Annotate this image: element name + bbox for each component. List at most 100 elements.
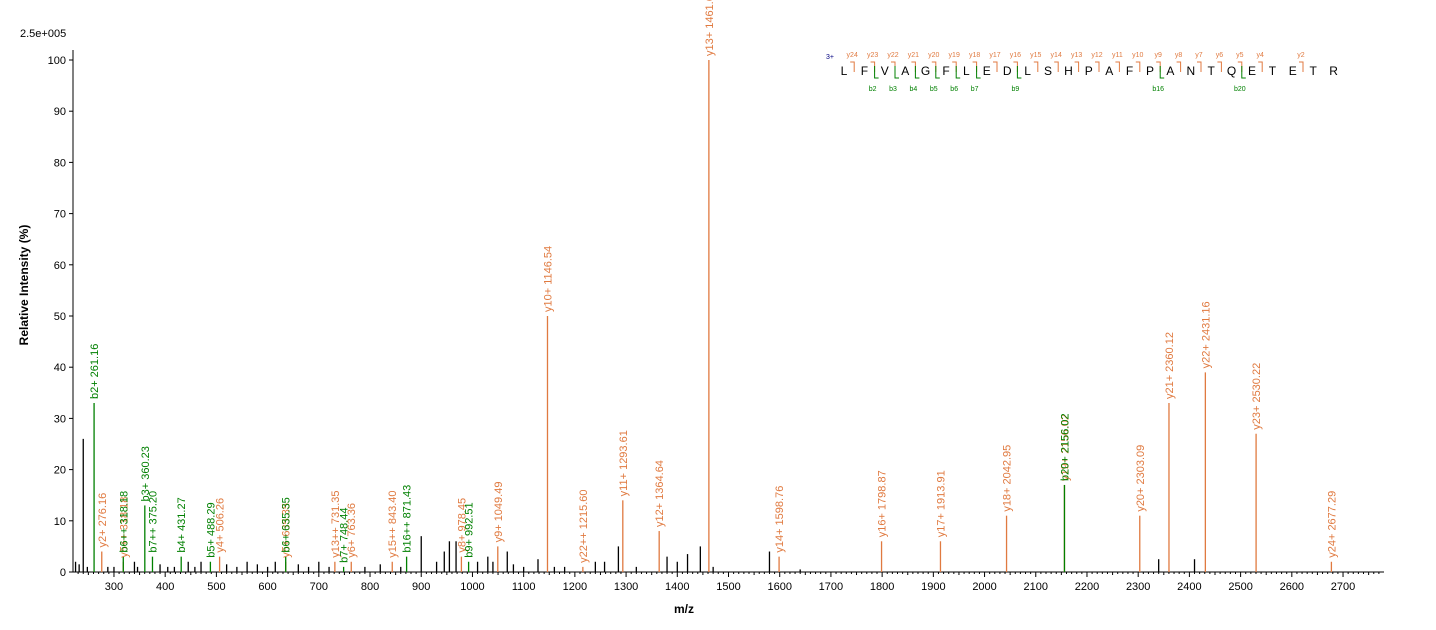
x-tick-label: 1700 <box>819 581 843 593</box>
x-axis-ticks: 300 400 500 600 700 800 900 1000 1100 1200 1300 140… <box>77 572 1380 593</box>
y-ion-label: y8+ 978.45 <box>456 498 468 553</box>
y-ion-label: y21+ 2360.12 <box>1164 332 1176 399</box>
x-tick-label: 2200 <box>1075 581 1099 593</box>
y-axis-ticks: 0 10 20 30 40 50 60 70 80 90 100 <box>48 55 73 579</box>
x-tick-label: 400 <box>156 581 174 593</box>
y-fragment-label: y24 <box>847 52 858 59</box>
y-tick-label: 60 <box>54 260 66 272</box>
y-axis-title: Relative Intensity (%) <box>17 225 31 346</box>
y-fragment-label: y21 <box>908 52 919 59</box>
y-tick-label: 40 <box>54 362 66 374</box>
y-fragment-bracket <box>911 61 916 72</box>
x-tick-label: 1300 <box>614 581 638 593</box>
sequence-residue: Q <box>1227 64 1236 78</box>
sequence-residue: N <box>1186 64 1195 78</box>
b-fragment-label: b2 <box>869 86 877 93</box>
sequence-residue: P <box>1085 64 1093 78</box>
sequence-residue: F <box>1126 64 1133 78</box>
x-tick-label: 1100 <box>512 581 536 593</box>
y-fragment-bracket <box>993 61 998 72</box>
sequence-residue: V <box>881 64 889 78</box>
b-fragment-bracket <box>1241 66 1246 79</box>
b-ion-label: b20+ 2156.02 <box>1059 413 1071 481</box>
x-tick-label: 500 <box>207 581 225 593</box>
b-fragment-bracket <box>894 66 899 79</box>
y-tick-label: 30 <box>54 413 66 425</box>
x-tick-label: 1600 <box>767 581 791 593</box>
y-fragment-label: y13 <box>1071 52 1082 59</box>
sequence-residue: L <box>841 64 848 78</box>
sequence-residue: R <box>1329 64 1338 78</box>
y-fragment-label: y5 <box>1236 52 1244 59</box>
intensity-scale-label: 2.5e+005 <box>20 28 66 40</box>
y-tick-label: 90 <box>54 106 66 118</box>
precursor-charge-label: 3+ <box>826 54 834 61</box>
x-tick-label: 2400 <box>1177 581 1201 593</box>
x-tick-label: 1200 <box>563 581 587 593</box>
b-fragment-bracket <box>1016 66 1022 79</box>
y-fragment-bracket <box>1013 61 1018 72</box>
b-fragment-label: b7 <box>971 86 979 93</box>
sequence-residue: A <box>901 64 909 78</box>
sequence-residue: G <box>921 64 930 78</box>
y-fragment-label: y15 <box>1030 52 1041 59</box>
y-fragment-bracket <box>1258 61 1263 72</box>
y-ion-label: y14+ 1598.76 <box>774 486 786 553</box>
y-fragment-label: y2 <box>1297 52 1305 59</box>
y-fragment-label: y23 <box>867 52 878 59</box>
y-fragment-bracket <box>1197 61 1202 72</box>
y-tick-label: 20 <box>54 465 66 477</box>
y-fragment-label: y4 <box>1256 52 1264 59</box>
y-ion-label: y10+ 1146.54 <box>542 246 554 312</box>
sequence-residue: A <box>1105 64 1113 78</box>
b-ion-label: b2+ 261.16 <box>89 344 101 399</box>
b-ion-label: b4+ 431.27 <box>176 497 188 552</box>
x-tick-label: 300 <box>105 581 123 593</box>
y-ion-label: y11+ 1293.61 <box>618 430 630 496</box>
x-tick-label: 2300 <box>1126 581 1150 593</box>
y-fragment-bracket <box>952 61 957 72</box>
y-ion-label: y20+ 2303.09 <box>1135 445 1147 512</box>
y-ion-label: y13+ 1461.69 <box>704 0 716 56</box>
b-fragment-label: b5 <box>930 86 938 93</box>
y-ion-label: y13++ 731.35 <box>330 490 342 557</box>
b-fragment-label: b9 <box>1012 86 1020 93</box>
y-ion-label: y22+ 2431.16 <box>1200 301 1212 368</box>
x-tick-label: 900 <box>412 581 430 593</box>
y-fragment-bracket <box>1156 61 1161 72</box>
y-ion-label: y24+ 2677.29 <box>1326 491 1338 558</box>
y-fragment-bracket <box>1217 61 1222 72</box>
y-ion-label: y15++ 843.40 <box>387 490 399 557</box>
b-fragment-label: b6 <box>950 86 958 93</box>
sequence-residue: E <box>1289 64 1297 78</box>
peak-labels: y2+ 276.16 y5++ 318.18 y4+ 506.26 y5+ 635.3… <box>89 0 1338 563</box>
b-ion-label: b7++ 375.20 <box>147 491 159 553</box>
y-fragment-label: y7 <box>1195 52 1203 59</box>
y-fragment-label: y20 <box>928 52 939 59</box>
y-fragment-bracket <box>1033 61 1039 72</box>
b-fragment-label: b16 <box>1152 86 1164 93</box>
y-fragment-bracket <box>1237 61 1243 72</box>
y-fragment-label: y19 <box>949 52 960 59</box>
x-tick-label: 1500 <box>716 581 740 593</box>
sequence-residue: L <box>1024 64 1031 78</box>
y-fragment-bracket <box>972 61 978 72</box>
y-ion-label: y12+ 1364.64 <box>654 460 666 527</box>
sequence-residue: T <box>1269 64 1277 78</box>
y-fragment-label: y17 <box>989 52 1000 59</box>
peak-marks <box>74 60 1333 572</box>
y-fragment-label: y10 <box>1132 52 1143 59</box>
b-fragment-label: b20 <box>1234 86 1246 93</box>
sequence-residue: F <box>861 64 868 78</box>
y-fragment-bracket <box>1176 61 1182 72</box>
b-fragment-bracket <box>914 66 920 79</box>
b-ion-label: b9+ 992.51 <box>464 502 476 557</box>
y-ion-label: y6+ 763.36 <box>346 503 358 558</box>
b-fragment-label: b3 <box>889 86 897 93</box>
y-fragment-label: y16 <box>1010 52 1021 59</box>
y-fragment-label: y22 <box>887 52 898 59</box>
sequence-residue: T <box>1208 64 1216 78</box>
x-tick-label: 2600 <box>1280 581 1304 593</box>
